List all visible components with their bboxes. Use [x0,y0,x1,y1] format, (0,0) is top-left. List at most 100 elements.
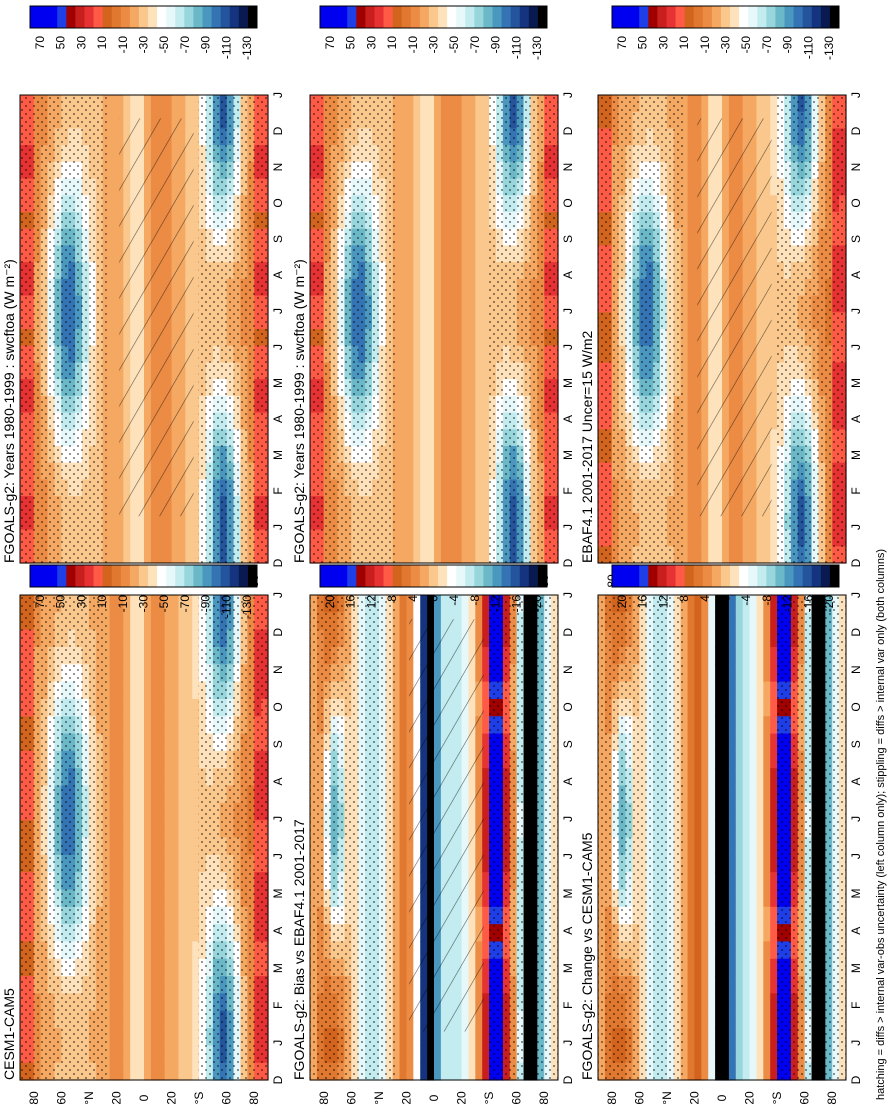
colorbar-swatch [793,6,804,28]
heatmap-cell [482,245,490,263]
heatmap-cell [420,379,428,397]
heatmap-cell [144,820,152,839]
heatmap-cell [178,595,186,613]
heatmap-cell [178,512,186,531]
heatmap-cell [137,924,145,943]
heatmap-cell [109,128,118,146]
heatmap-cell [482,145,490,163]
heatmap-cell [109,95,118,113]
heatmap-panel-5: 80 60 °N 20 0 20 °S 60 80DJFMAMJJASONDJCESM1-CAM… [1,564,285,1105]
colorbar-swatch [39,565,49,587]
heatmap-cell [137,906,145,925]
heatmap-cell [123,1062,131,1081]
heatmap-cell [109,837,118,856]
heatmap-cell [468,262,476,280]
colorbar-swatch [693,6,704,28]
heatmap-cell [192,161,200,180]
month-tick-label: M [849,378,863,388]
heatmap-cell [427,329,435,347]
heatmap-cell [150,889,159,908]
heatmap-cell [406,379,414,397]
heatmap-cell [399,412,408,430]
heatmap-cell [178,976,186,994]
heatmap-cell [461,512,470,531]
heatmap-cell [434,512,442,531]
heatmap-cell [399,128,408,146]
heatmap-cell [192,595,200,613]
month-tick-label: J [271,92,285,98]
heatmap-cell [150,785,159,804]
heatmap-cell [406,212,414,230]
heatmap-cell [157,958,166,977]
colorbar-swatch [247,6,258,28]
heatmap-cell [157,802,166,821]
heatmap-cell [420,362,428,380]
heatmap-cell [715,529,723,547]
colorbar-swatch [66,6,76,28]
heatmap-cell [157,941,166,960]
heatmap-cell [171,958,180,977]
heatmap-cell [468,345,476,364]
heatmap-cell [482,262,490,280]
heatmap-cell [144,698,152,717]
colorbar-swatch [211,565,222,587]
heatmap-cell [192,1045,200,1064]
stippling-overlay [198,595,268,1080]
heatmap-cell [130,785,138,804]
colorbar-swatch [111,565,122,587]
colorbar-swatch [383,6,394,28]
heatmap-cell [123,595,131,613]
heatmap-cell [123,546,131,564]
heatmap-cell [164,733,173,752]
heatmap-cell [171,993,180,1012]
colorbar-tick-label: -10 [698,36,712,54]
heatmap-cell [185,993,193,1012]
heatmap-cell [109,479,118,497]
heatmap-cell [420,312,428,330]
heatmap-cell [130,750,138,769]
heatmap-cell [192,906,200,925]
heatmap-cell [192,820,200,839]
heatmap-cell [770,379,778,397]
colorbar-swatch [748,6,758,28]
heatmap-cell [192,698,200,717]
heatmap-cell [440,95,449,113]
heatmap-cell [164,646,173,665]
heatmap-cell [440,529,449,547]
heatmap-cell [109,629,118,648]
heatmap-cell [454,195,463,213]
heatmap-cell [468,1045,476,1064]
heatmap-cell [728,95,737,113]
heatmap-cell [178,768,186,787]
heatmap-cell [420,195,428,213]
month-tick-label: N [849,163,863,172]
heatmap-cell [447,245,456,263]
heatmap-cell [468,395,476,414]
heatmap-cell [171,1062,180,1081]
heatmap-cell [715,512,723,531]
heatmap-cell [756,512,764,531]
heatmap-cell [420,395,428,414]
heatmap-cell [763,95,771,113]
heatmap-cell [137,612,145,631]
heatmap-cell [178,941,186,960]
colorbar: 70 50 30 10 -10 -30 -50 -70 -90 -110 -130 [319,5,548,60]
colorbar-swatch [48,565,58,587]
month-tick-label: N [561,163,575,172]
colorbar-tick-label: -70 [760,36,774,54]
heatmap-cell [150,629,159,648]
heatmap-cell [434,429,442,447]
heatmap-cell [440,462,449,481]
heatmap-cell [399,262,408,280]
month-tick-label: J [561,524,575,530]
heatmap-cell [447,412,456,430]
heatmap-cell [434,329,442,347]
heatmap-cell [109,750,118,769]
heatmap-cell [440,429,449,447]
heatmap-cell [708,529,716,547]
heatmap-cell [701,546,709,564]
colorbar-swatch [757,6,767,28]
heatmap-cell [735,95,744,113]
heatmap-cell [406,595,414,613]
heatmap-cell [447,295,456,313]
